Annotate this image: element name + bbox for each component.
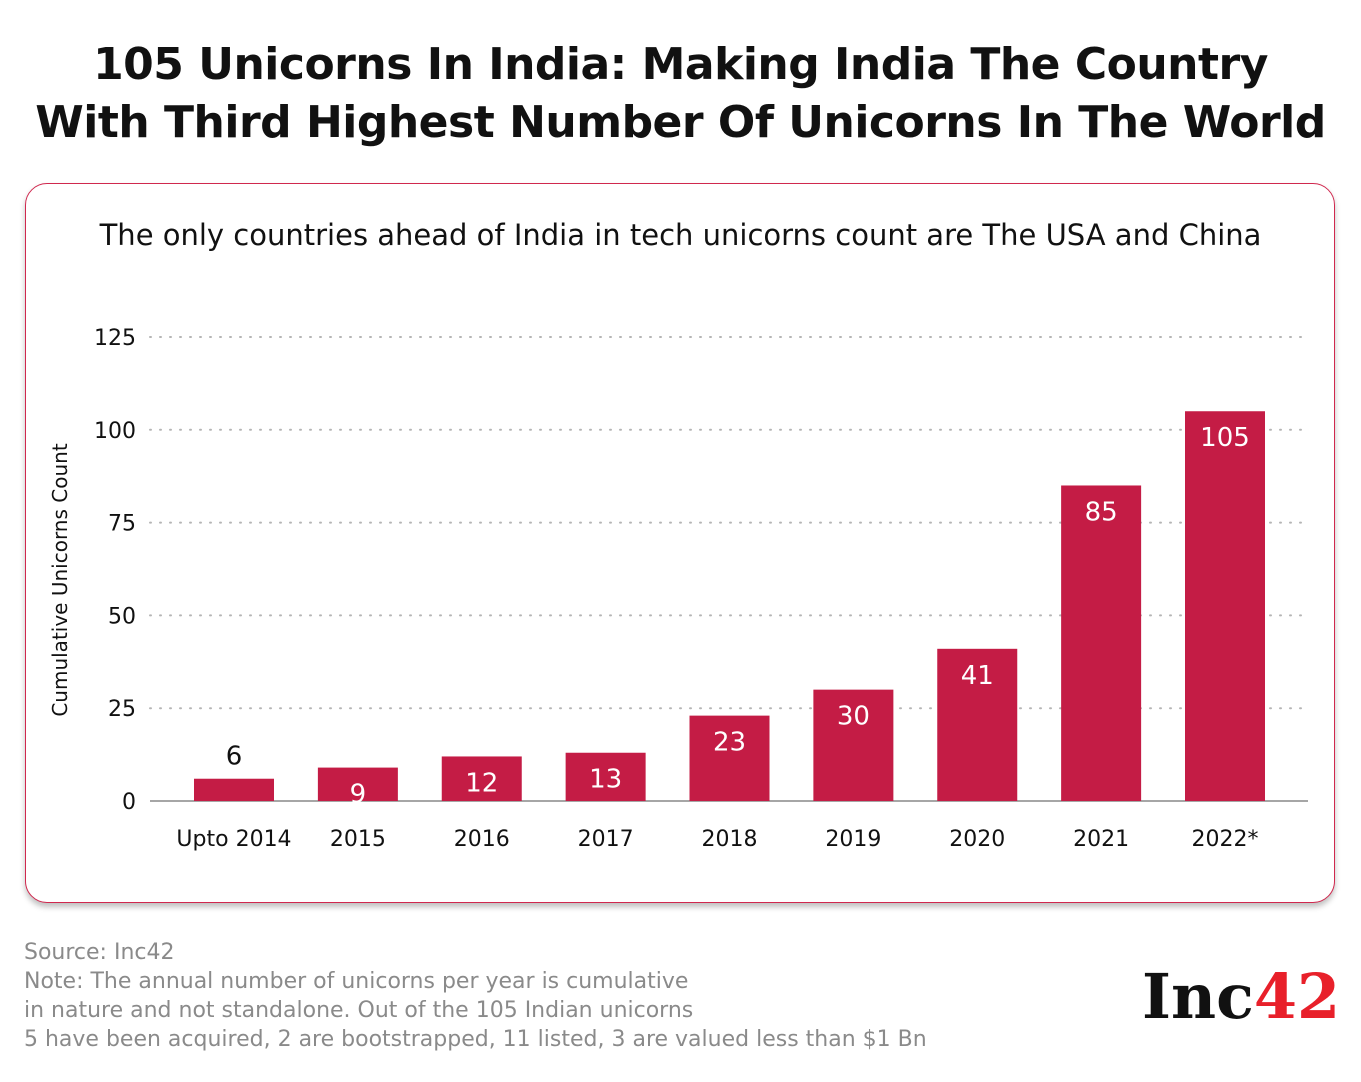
y-axis-label: Cumulative Unicorns Count: [48, 443, 72, 716]
bar: [937, 648, 1018, 801]
data-label: 13: [589, 765, 622, 795]
source-line: Source: Inc42: [24, 940, 175, 965]
page-title: 105 Unicorns In India: Making India The …: [0, 36, 1361, 152]
chart-subtitle: The only countries ahead of India in tec…: [99, 218, 1262, 252]
x-tick-label: 2018: [702, 827, 758, 852]
data-label: 23: [713, 728, 746, 758]
data-label: 12: [465, 768, 498, 798]
y-tick-label: 75: [108, 512, 136, 537]
inc42-logo: Inc42: [1142, 962, 1340, 1032]
y-tick-label: 0: [122, 790, 136, 815]
bar: [1061, 485, 1142, 801]
note-line-2: in nature and not standalone. Out of the…: [24, 998, 694, 1023]
y-tick-label: 125: [94, 326, 136, 351]
logo-number: 42: [1253, 960, 1341, 1033]
x-tick-label: Upto 2014: [176, 827, 291, 852]
note-line-1: Note: The annual number of unicorns per …: [24, 969, 689, 994]
bar: [317, 767, 398, 801]
x-tick-label: 2016: [454, 827, 510, 852]
y-tick-label: 50: [108, 604, 136, 629]
footnote: Source: Inc42 Note: The annual number of…: [24, 938, 927, 1054]
bar: [565, 752, 646, 801]
x-tick-label: 2019: [825, 827, 881, 852]
data-label: 6: [226, 742, 243, 772]
bar: [441, 756, 522, 801]
data-label: 9: [350, 780, 367, 810]
y-tick-label: 25: [108, 697, 136, 722]
data-label: 30: [837, 702, 870, 732]
x-tick-label: 2015: [330, 827, 386, 852]
y-tick-label: 100: [94, 419, 136, 444]
data-label: 105: [1200, 423, 1250, 453]
bar: [194, 778, 274, 801]
x-tick-label: 2017: [578, 827, 634, 852]
bar: [813, 689, 894, 801]
x-tick-label: 2022*: [1192, 827, 1259, 852]
x-tick-label: 2021: [1073, 827, 1129, 852]
title-line-1: 105 Unicorns In India: Making India The …: [93, 39, 1268, 90]
x-tick-label: 2020: [949, 827, 1005, 852]
data-label: 41: [961, 661, 994, 691]
logo-text: Inc: [1142, 960, 1254, 1033]
data-label: 85: [1085, 497, 1118, 527]
bar: [1185, 411, 1265, 801]
title-line-2: With Third Highest Number Of Unicorns In…: [35, 97, 1326, 148]
bar: [689, 715, 770, 801]
note-line-3: 5 have been acquired, 2 are bootstrapped…: [24, 1027, 927, 1052]
